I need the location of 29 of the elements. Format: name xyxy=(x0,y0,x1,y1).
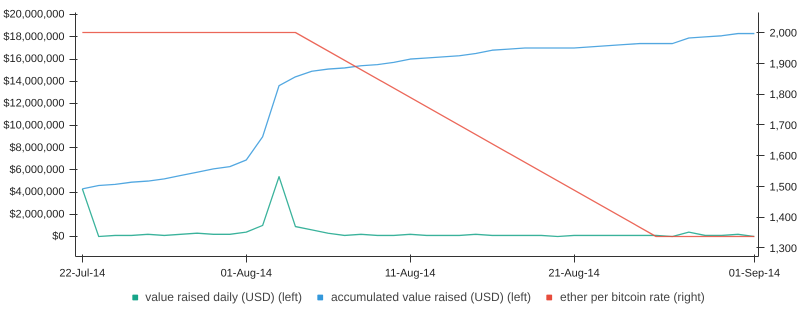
y-tick-label: $8,000,000 xyxy=(9,142,65,154)
y-tick-label: $20,000,000 xyxy=(3,8,64,21)
y-tick-label: $6,000,000 xyxy=(9,164,65,176)
y2-tick-label: 1,300 xyxy=(770,242,798,255)
legend-label: accumulated value raised (USD) (left) xyxy=(330,290,532,304)
y-tick-label: $12,000,000 xyxy=(3,97,64,110)
x-tick-label: 22-Jul-14 xyxy=(59,268,106,280)
x-tick-label: 01-Aug-14 xyxy=(220,268,272,280)
y-tick-label: $0 xyxy=(52,230,65,243)
y-tick-label: $16,000,000 xyxy=(3,53,64,66)
x-tick-label: 01-Sep-14 xyxy=(728,268,780,280)
y2-tick-label: 1,900 xyxy=(770,58,798,70)
legend-label: ether per bitcoin rate (right) xyxy=(560,290,705,304)
y-tick-label: $4,000,000 xyxy=(9,186,65,198)
y2-tick-label: 2,000 xyxy=(770,28,798,40)
line-series xyxy=(82,32,756,190)
x-tick-label: 21-Aug-14 xyxy=(548,268,600,280)
x-tick-label: 11-Aug-14 xyxy=(384,268,436,280)
y2-tick-label: 1,400 xyxy=(770,212,798,224)
y2-tick-label: 1,500 xyxy=(770,181,798,194)
y2-tick-label: 1,800 xyxy=(770,89,798,102)
y-tick-label: $10,000,000 xyxy=(3,120,64,132)
y-tick-label: $18,000,000 xyxy=(3,30,64,43)
y-tick-label: $14,000,000 xyxy=(3,75,64,88)
y2-tick-label: 1,600 xyxy=(770,150,798,163)
y2-tick-label: 1,700 xyxy=(770,120,798,132)
legend-label: value raised daily (USD) (left) xyxy=(145,290,302,304)
y-tick-label: $2,000,000 xyxy=(9,208,65,220)
line-series xyxy=(82,176,756,238)
